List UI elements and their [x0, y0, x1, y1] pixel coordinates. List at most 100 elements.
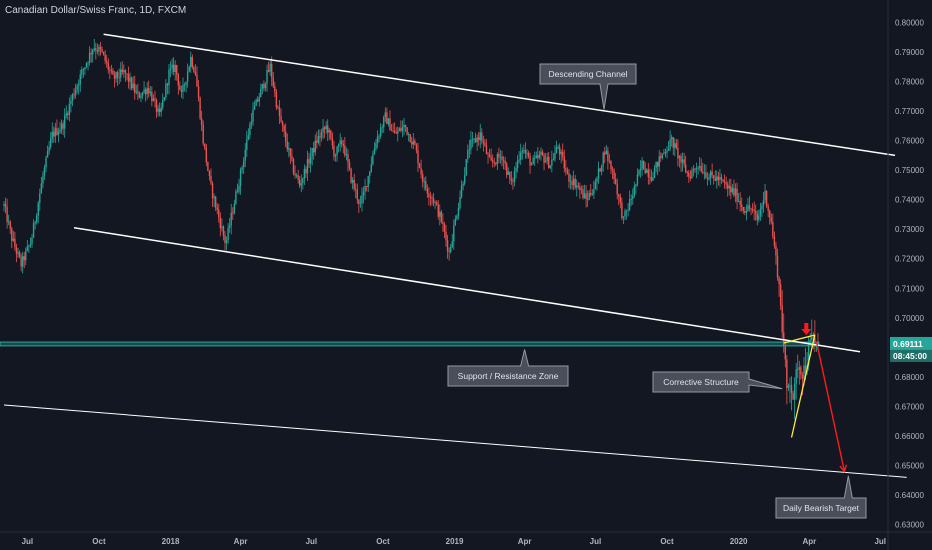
- price-axis[interactable]: 0.80000 0.79000 0.78000 0.77000 0.76000 0.750…: [887, 0, 924, 550]
- candle-body: [557, 146, 559, 148]
- candle-body: [474, 138, 477, 143]
- candle-body: [191, 56, 194, 68]
- candle-body: [361, 195, 363, 204]
- candle-body: [194, 71, 197, 75]
- x-tick-label: Oct: [92, 537, 106, 546]
- candle-body: [381, 127, 383, 128]
- candle-body: [535, 155, 537, 158]
- candle-body: [534, 157, 536, 159]
- candle-body: [647, 169, 650, 177]
- candle-body: [572, 178, 575, 186]
- candle-body: [96, 50, 99, 52]
- candle-body: [177, 74, 180, 86]
- corrective-upper-line[interactable]: [783, 334, 816, 344]
- channel-parallel-line[interactable]: [3, 404, 907, 478]
- candle-body: [327, 125, 329, 133]
- target-arrow[interactable]: [815, 341, 848, 473]
- callout-corrective[interactable]: Corrective Structure: [652, 371, 783, 393]
- descending-channel[interactable]: [3, 33, 907, 478]
- candle-body: [429, 196, 432, 198]
- candle-body: [404, 124, 407, 128]
- candle-body: [770, 217, 772, 223]
- candle-body: [638, 170, 640, 175]
- candle-body: [375, 143, 377, 149]
- candle-body: [789, 385, 791, 386]
- candle-body: [728, 186, 730, 189]
- candle-body: [59, 129, 61, 132]
- candle-body: [82, 69, 85, 71]
- candle-body: [406, 127, 408, 135]
- candle-body: [448, 251, 450, 253]
- candle-body: [812, 337, 815, 339]
- y-tick-label: 0.71000: [895, 284, 924, 293]
- candle-body: [362, 191, 365, 196]
- candle-body: [141, 92, 144, 97]
- candle-body: [434, 202, 436, 204]
- candle-body: [68, 103, 71, 116]
- candle-body: [372, 154, 374, 165]
- corrective-lower-line[interactable]: [790, 334, 816, 438]
- candle-body: [435, 202, 438, 205]
- candle-body: [449, 246, 452, 253]
- candle-body: [409, 134, 411, 143]
- candle-body: [322, 127, 324, 133]
- candle-body: [481, 132, 483, 142]
- target-arrow-line[interactable]: [815, 341, 846, 472]
- candle-body: [807, 342, 810, 366]
- time-axis[interactable]: Jul Oct 2018 Apr Jul Oct 2019 Apr Jul Oct 2020 Apr J…: [0, 531, 932, 546]
- candle-body: [719, 177, 721, 181]
- candle-body: [437, 204, 439, 217]
- candle-body: [341, 140, 343, 144]
- candle-body: [439, 211, 441, 217]
- candle-body: [211, 183, 214, 199]
- candle-body: [300, 183, 302, 186]
- candle-body: [697, 167, 699, 169]
- candle-body: [653, 168, 656, 178]
- x-tick-label: Oct: [660, 537, 674, 546]
- y-tick-label: 0.74000: [895, 196, 924, 205]
- candle-body: [809, 340, 811, 343]
- zone-box[interactable]: [0, 341, 820, 347]
- candle-body: [172, 64, 175, 72]
- candle-body: [817, 341, 819, 344]
- corrective-structure[interactable]: [783, 323, 816, 438]
- support-resistance-zone[interactable]: [0, 341, 820, 347]
- candle-body: [786, 359, 788, 388]
- candle-body: [622, 216, 625, 219]
- candle-body: [398, 128, 401, 132]
- callout-descending_channel[interactable]: Descending Channel: [539, 63, 637, 110]
- candle-body: [395, 132, 397, 134]
- candle-body: [250, 121, 253, 125]
- candle-body: [681, 159, 684, 163]
- candle-body: [576, 185, 578, 188]
- candle-body: [393, 130, 396, 133]
- callout-text: Descending Channel: [549, 69, 628, 79]
- candle-body: [506, 163, 508, 175]
- candle-body: [309, 156, 312, 164]
- candle-body: [583, 193, 586, 199]
- candle-body: [488, 154, 491, 158]
- candle-body: [482, 141, 485, 143]
- candle-body: [586, 199, 589, 200]
- candle-body: [538, 154, 541, 158]
- candle-body: [320, 132, 323, 138]
- candle-body: [228, 225, 231, 228]
- candle-body: [255, 99, 257, 107]
- channel-lower-line[interactable]: [73, 226, 861, 353]
- candle-body: [42, 175, 44, 184]
- candle-body: [148, 88, 150, 94]
- candle-body: [344, 145, 346, 156]
- callout-target[interactable]: Daily Bearish Target: [775, 475, 867, 519]
- candle-body: [283, 125, 285, 132]
- candle-body: [183, 84, 186, 86]
- y-tick-label: 0.78000: [895, 77, 924, 86]
- candle-body: [574, 178, 576, 188]
- candle-body: [571, 181, 573, 186]
- candle-body: [499, 156, 502, 158]
- candle-body: [317, 136, 320, 143]
- callout-sr_zone[interactable]: Support / Resistance Zone: [447, 349, 569, 387]
- annotation-callouts[interactable]: Descending Channel Support / Resistance Z…: [447, 63, 867, 519]
- channel-upper-line[interactable]: [103, 33, 896, 157]
- candle-body: [227, 227, 229, 241]
